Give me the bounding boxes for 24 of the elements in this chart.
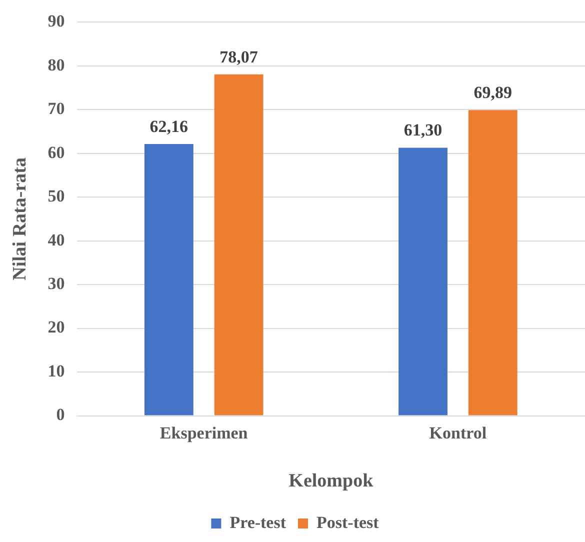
x-axis-title: Kelompok — [288, 470, 374, 492]
y-tick-label: 40 — [48, 230, 65, 250]
data-label: 61,30 — [404, 120, 442, 140]
y-tick-label: 30 — [48, 274, 65, 293]
y-tick-label: 60 — [48, 142, 65, 162]
y-tick-label: 80 — [48, 55, 65, 74]
y-axis-title: Nilai Rata-rata — [9, 157, 30, 280]
data-label: 69,89 — [474, 83, 512, 102]
bar — [214, 74, 264, 416]
bar — [468, 110, 518, 416]
y-tick-label: 10 — [48, 361, 65, 380]
y-tick-label: 90 — [48, 12, 65, 31]
legend-label: Post-test — [316, 512, 380, 532]
legend-label: Pre-test — [230, 512, 286, 532]
data-label: 78,07 — [220, 47, 258, 66]
y-tick-label: 0 — [56, 405, 65, 424]
x-tick-label: Eksperimen — [160, 423, 248, 442]
bar — [144, 144, 194, 416]
y-tick-label: 20 — [48, 318, 65, 337]
y-tick-label: 70 — [48, 99, 65, 118]
x-tick-label: Kontrol — [429, 423, 487, 442]
data-label: 62,16 — [150, 116, 188, 136]
bar — [398, 148, 448, 416]
y-tick-label: 50 — [48, 186, 65, 206]
